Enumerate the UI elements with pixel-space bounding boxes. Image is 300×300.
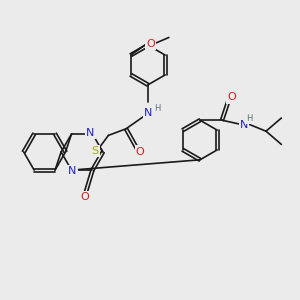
Text: H: H	[247, 114, 253, 123]
Text: O: O	[136, 147, 144, 157]
Text: S: S	[92, 146, 99, 156]
Text: O: O	[80, 192, 89, 202]
Text: H: H	[154, 104, 160, 113]
Text: N: N	[144, 108, 152, 118]
Text: N: N	[86, 128, 94, 138]
Text: O: O	[146, 39, 154, 49]
Text: N: N	[240, 120, 248, 130]
Text: O: O	[227, 92, 236, 102]
Text: N: N	[68, 166, 77, 176]
